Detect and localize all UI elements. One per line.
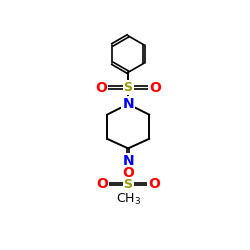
- Text: N: N: [122, 154, 134, 168]
- Text: O: O: [96, 177, 108, 191]
- Text: N: N: [122, 97, 134, 111]
- Text: CH$_3$: CH$_3$: [116, 192, 141, 207]
- Text: O: O: [148, 177, 160, 191]
- Text: O: O: [122, 166, 134, 180]
- Text: S: S: [124, 81, 132, 94]
- Text: O: O: [149, 81, 161, 95]
- Text: S: S: [124, 178, 132, 190]
- Text: O: O: [95, 81, 107, 95]
